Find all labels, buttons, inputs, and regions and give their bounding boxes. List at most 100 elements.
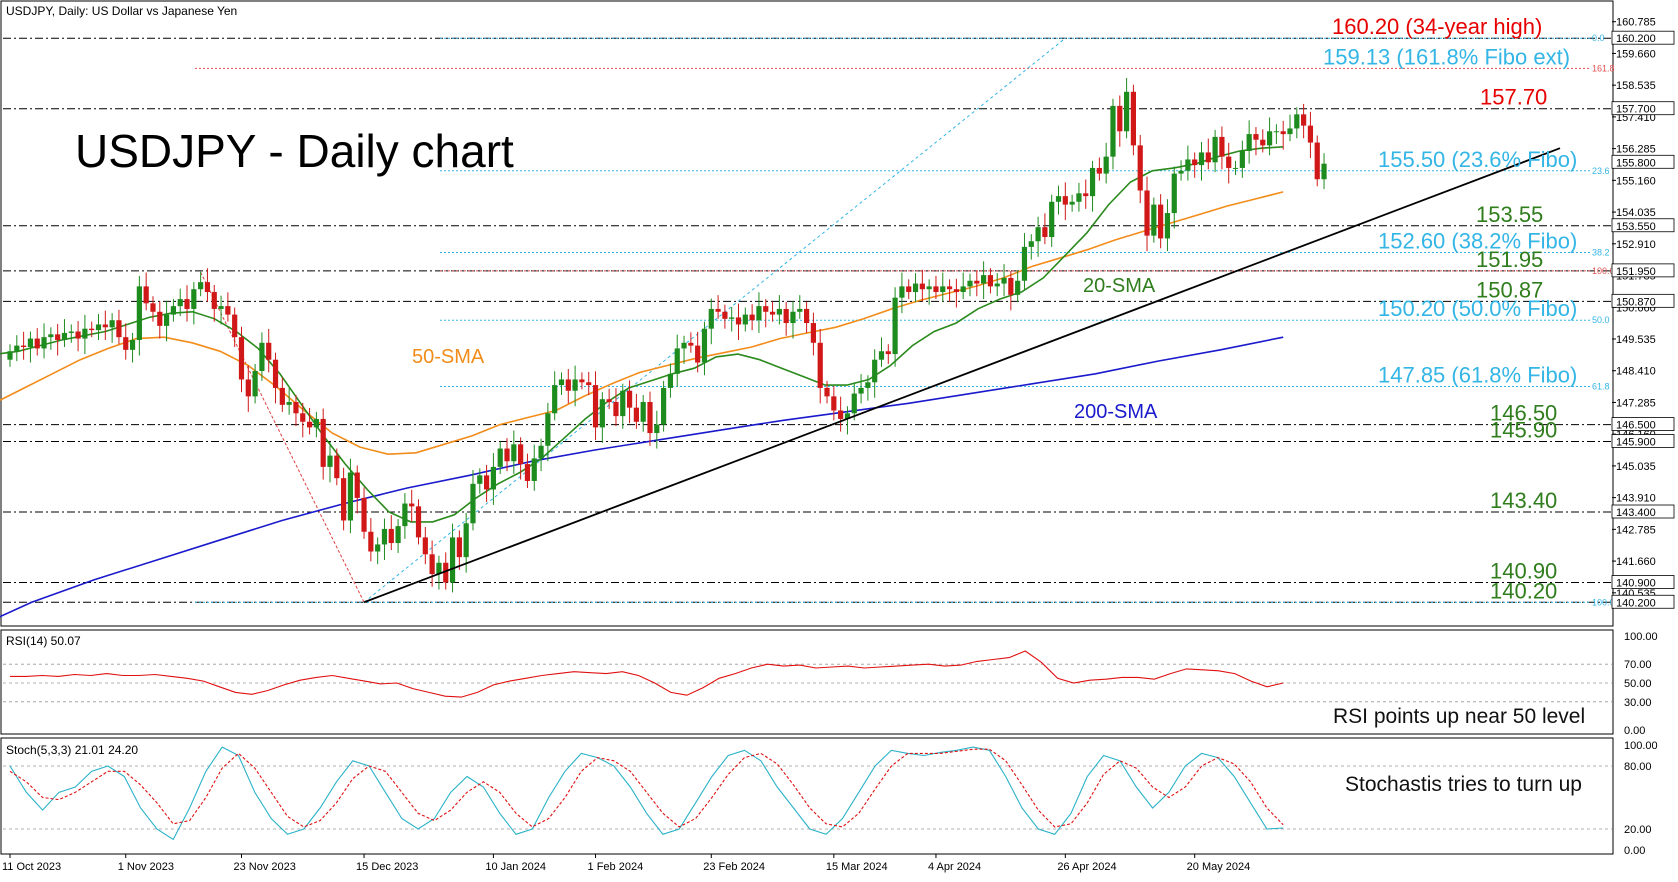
symbol-header: USDJPY, Daily: US Dollar vs Japanese Yen (6, 4, 237, 18)
candle-body (375, 544, 381, 552)
candle-body (456, 537, 462, 558)
fibo-ratio-label: 100.0 (1592, 266, 1615, 276)
candle-body (858, 387, 864, 394)
candle-body (994, 283, 1000, 287)
candle-body (347, 472, 354, 521)
candle-body (143, 286, 149, 304)
candle-body (1307, 125, 1314, 143)
candle-body (1021, 246, 1028, 281)
price-box (1611, 218, 1675, 233)
candle-body (306, 421, 313, 428)
price-box-label: 146.500 (1616, 420, 1656, 432)
stoch-tick-label: 100.00 (1624, 740, 1658, 752)
stoch-note: Stochastis tries to turn up (1345, 773, 1582, 796)
candle-body (463, 523, 469, 558)
candle-body (313, 418, 319, 428)
level-label: 151.95 (1476, 247, 1543, 272)
price-box-label: 157.700 (1616, 104, 1656, 116)
candle-body (198, 282, 204, 290)
candle-body (252, 370, 258, 397)
level-label: 140.20 (1490, 578, 1557, 603)
candle-body (381, 528, 388, 545)
candle-body (82, 328, 88, 339)
candle-body (409, 503, 415, 507)
candle-body (967, 280, 973, 287)
candle-body (695, 345, 701, 363)
candle-body (89, 328, 95, 331)
candle-body (211, 292, 217, 309)
candle-body (320, 418, 326, 467)
candle-body (170, 306, 177, 315)
stoch-tick-label: 20.00 (1624, 824, 1652, 836)
candle-body (872, 359, 878, 383)
candle-body (1015, 280, 1021, 295)
candle-body (116, 320, 122, 338)
price-box (1611, 101, 1675, 116)
x-tick-label: 23 Feb 2024 (703, 861, 765, 873)
y-tick-label: 156.285 (1616, 144, 1656, 156)
level-label: 143.40 (1490, 488, 1557, 513)
candle-body (1205, 152, 1211, 163)
x-tick-label: 1 Nov 2023 (118, 861, 174, 873)
candle-body (102, 324, 108, 328)
price-box (1611, 417, 1675, 431)
candle-body (851, 393, 857, 414)
level-label: 147.85 (61.8% Fibo) (1378, 363, 1577, 388)
candle-body (844, 413, 851, 419)
candle-body (95, 324, 102, 331)
y-tick-label: 158.535 (1616, 80, 1656, 92)
sma20-label: 20-SMA (1083, 275, 1156, 297)
candle-body (218, 306, 224, 309)
sma50-line (0, 191, 1284, 456)
candle-body (817, 342, 823, 388)
candle-body (7, 351, 13, 360)
candle-body (1069, 201, 1075, 205)
candle-body (906, 286, 912, 293)
candle-body (129, 339, 136, 350)
stoch-tick-label: 80.00 (1624, 761, 1652, 773)
candle-body (449, 537, 456, 583)
fibo-ratio-label: 50.0 (1592, 315, 1610, 325)
stoch-title: Stoch(5,3,3) 21.01 24.20 (6, 743, 138, 757)
candle-body (511, 444, 517, 462)
candle-body (824, 387, 830, 397)
y-tick-label: 149.535 (1616, 334, 1656, 346)
sma200-line (0, 336, 1284, 618)
price-box (1611, 293, 1675, 308)
x-tick-label: 10 Jan 2024 (485, 861, 546, 873)
candle-body (661, 387, 667, 425)
candle-body (674, 348, 680, 374)
candle-body (61, 332, 68, 340)
candle-body (1028, 241, 1034, 247)
candle-body (1287, 128, 1293, 135)
candle-body (245, 379, 251, 397)
candle-body (232, 314, 238, 338)
fibo-ratio-label: 161.8 (1592, 63, 1615, 73)
candle-body (531, 458, 537, 481)
candle-body (1110, 105, 1116, 157)
price-box-label: 153.550 (1616, 221, 1656, 233)
y-tick-label: 145.035 (1616, 461, 1656, 473)
candle-body (626, 390, 633, 408)
candle-body (919, 283, 925, 290)
candle-body (191, 289, 197, 309)
rsi-panel-frame (0, 629, 1614, 735)
candle-body (422, 537, 428, 555)
candle-body (810, 323, 817, 343)
candle-body (354, 472, 360, 498)
candle-body (933, 286, 939, 293)
chart-big-title: USDJPY - Daily chart (75, 125, 514, 177)
x-tick-label: 23 Nov 2023 (233, 861, 295, 873)
x-tick-label: 15 Mar 2024 (826, 861, 888, 873)
candle-body (1178, 170, 1184, 174)
candle-body (974, 280, 980, 284)
candle-body (1232, 167, 1239, 169)
price-box-label: 143.400 (1616, 507, 1656, 519)
rsi-line (10, 650, 1284, 698)
price-box (1611, 594, 1675, 609)
candle-body (1294, 114, 1300, 129)
candle-body (286, 402, 292, 405)
candle-body (579, 379, 585, 383)
candle-body (1055, 196, 1062, 202)
candle-body (885, 351, 891, 355)
